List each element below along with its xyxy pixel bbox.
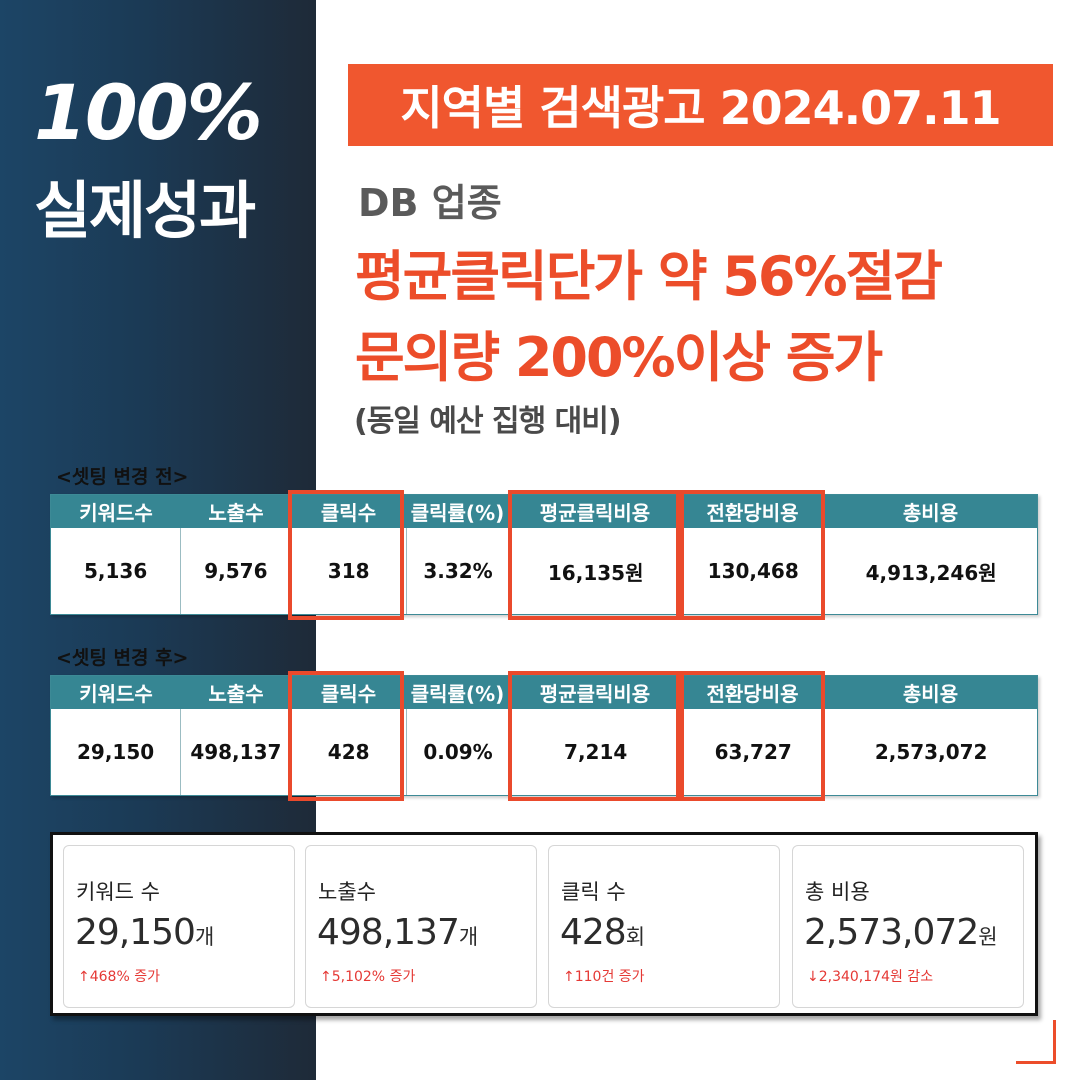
col-impressions: 노출수	[208, 682, 264, 706]
metric-card-clicks: 클릭 수 428회 ↑110건 증가	[548, 845, 780, 1008]
col-ctr: 클릭률(%)	[410, 682, 505, 706]
col-total-cost: 총비용	[902, 501, 959, 525]
metric-label: 노출수	[318, 880, 376, 904]
after-ctr: 0.09%	[407, 709, 511, 795]
highlight-after-clicks	[288, 671, 404, 801]
col-impressions: 노출수	[208, 501, 264, 525]
before-table-header: 키워드수 노출수 클릭수 클릭률(%) 평균클릭비용 전환당비용 총비용	[51, 495, 1037, 528]
before-ctr: 3.32%	[407, 528, 511, 614]
after-impressions: 498,137	[181, 709, 292, 795]
metric-label: 총 비용	[805, 880, 870, 904]
hero-label: 실제성과	[34, 174, 256, 247]
after-total-cost: 2,573,072	[874, 740, 988, 764]
after-keywords: 29,150	[51, 709, 182, 795]
corner-accent	[1016, 1020, 1056, 1064]
metric-label: 키워드 수	[76, 880, 160, 904]
before-keywords: 5,136	[51, 528, 182, 614]
after-caption: <셋팅 변경 후>	[56, 647, 189, 669]
highlight-before-avg-cpc	[508, 490, 680, 620]
before-impressions: 9,576	[181, 528, 292, 614]
metric-change: ↑468% 증가	[78, 969, 160, 985]
metric-value: 498,137개	[317, 912, 479, 953]
col-keywords: 키워드수	[79, 501, 153, 525]
highlight-before-cost-per-conversion	[680, 490, 825, 620]
metric-value: 2,573,072원	[804, 912, 998, 953]
metric-change: ↑110건 증가	[563, 969, 645, 985]
col-clicks: 클릭수	[320, 501, 377, 525]
col-clicks: 클릭수	[320, 682, 377, 706]
headline-cpc: 평균클릭단가 약 56%절감	[355, 245, 943, 308]
col-avg-cpc: 평균클릭비용	[539, 501, 651, 525]
metrics-summary: 키워드 수 29,150개 ↑468% 증가 노출수 498,137개 ↑5,1…	[50, 832, 1038, 1016]
col-cost-per-conversion: 전환당비용	[706, 682, 799, 706]
highlight-before-clicks	[288, 490, 404, 620]
budget-note: (동일 예산 집행 대비)	[354, 404, 622, 439]
before-total-cost: 4,913,246원	[865, 560, 997, 585]
after-clicks: 428	[292, 709, 407, 795]
col-total-cost: 총비용	[902, 682, 959, 706]
metric-value: 29,150개	[75, 912, 215, 953]
metric-card-keywords: 키워드 수 29,150개 ↑468% 증가	[63, 845, 295, 1008]
metric-card-total-cost: 총 비용 2,573,072원 ↓2,340,174원 감소	[792, 845, 1024, 1008]
highlight-after-avg-cpc	[508, 671, 680, 801]
highlight-after-cost-per-conversion	[680, 671, 825, 801]
after-table-row: 29,150 498,137 428 0.09% 7,214 63,727 2,…	[51, 709, 1037, 795]
metric-card-impressions: 노출수 498,137개 ↑5,102% 증가	[305, 845, 537, 1008]
metric-change: ↑5,102% 증가	[320, 969, 416, 985]
metric-change: ↓2,340,174원 감소	[807, 969, 934, 985]
before-clicks: 318	[292, 528, 407, 614]
title-banner: 지역별 검색광고 2024.07.11	[348, 64, 1053, 146]
after-table-header: 키워드수 노출수 클릭수 클릭률(%) 평균클릭비용 전환당비용 총비용	[51, 676, 1037, 709]
before-caption: <셋팅 변경 전>	[56, 466, 189, 488]
col-avg-cpc: 평균클릭비용	[539, 682, 651, 706]
before-table: 키워드수 노출수 클릭수 클릭률(%) 평균클릭비용 전환당비용 총비용 5,1…	[50, 494, 1038, 615]
headline-inquiries: 문의량 200%이상 증가	[355, 326, 883, 389]
col-keywords: 키워드수	[79, 682, 153, 706]
metric-value: 428회	[560, 912, 646, 953]
col-ctr: 클릭률(%)	[410, 501, 505, 525]
hero-percent: 100%	[34, 68, 263, 157]
metric-label: 클릭 수	[561, 880, 626, 904]
after-table: 키워드수 노출수 클릭수 클릭률(%) 평균클릭비용 전환당비용 총비용 29,…	[50, 675, 1038, 796]
col-cost-per-conversion: 전환당비용	[706, 501, 799, 525]
industry-label: DB 업종	[358, 181, 502, 225]
